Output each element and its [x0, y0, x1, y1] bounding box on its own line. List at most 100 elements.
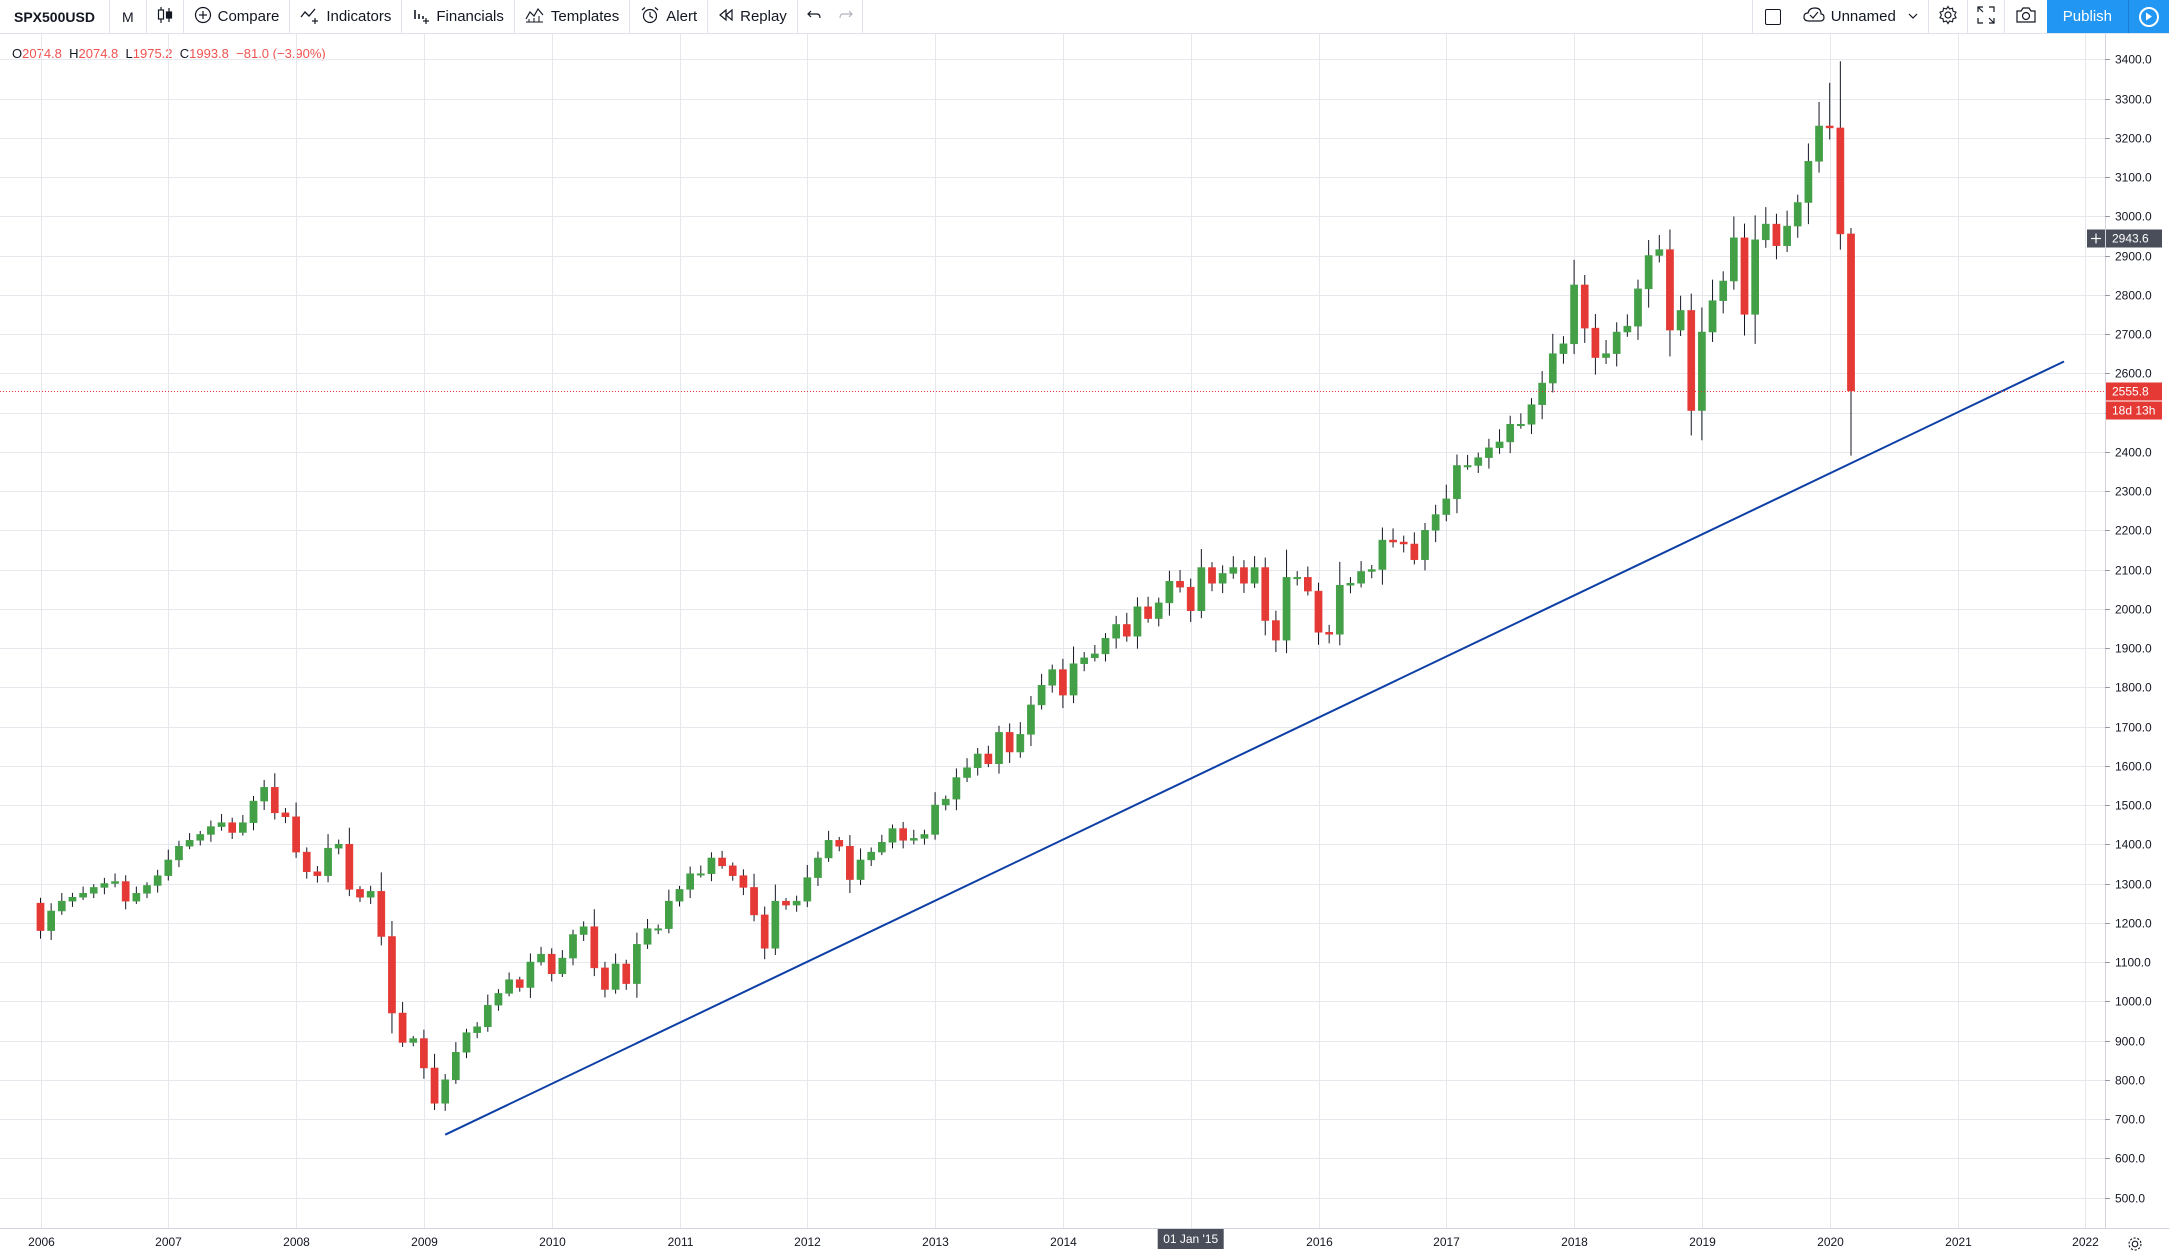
candle-down	[1666, 249, 1674, 331]
financials-button[interactable]: Financials	[402, 0, 515, 33]
candle-up	[1751, 239, 1760, 315]
alarm-clock-icon	[640, 6, 660, 27]
candle-down	[302, 851, 311, 872]
layout-menu-button[interactable]: Unnamed	[1793, 0, 1928, 33]
price-tick-label: 1200.0	[2115, 917, 2152, 931]
candle-up	[1197, 567, 1206, 611]
countdown-badge-text: 18d 13h	[2112, 404, 2155, 418]
ohlc-legend: O2074.8 H2074.8 L1975.2 C1993.8 −81.0 (−…	[12, 46, 326, 61]
trendline[interactable]	[444, 360, 2065, 1136]
indicators-button[interactable]: Indicators	[290, 0, 403, 33]
redo-icon	[838, 8, 854, 25]
symbol-label: SPX500USD	[14, 8, 95, 25]
select-all-toggle[interactable]	[1751, 0, 1793, 33]
candle-up	[1037, 685, 1046, 706]
candle-up	[686, 873, 694, 890]
price-tick-label: 2000.0	[2115, 603, 2152, 617]
candle-up	[558, 957, 567, 975]
change-value: −81.0 (−3.90%)	[236, 46, 326, 61]
replay-button[interactable]: Replay	[708, 0, 798, 33]
candle-up	[856, 859, 865, 880]
candle-down	[377, 891, 386, 937]
candle-up	[1293, 577, 1302, 580]
time-tick-label: 2019	[1689, 1235, 1716, 1249]
candle-up	[1548, 353, 1557, 384]
candle-up	[1783, 225, 1791, 246]
candle-up	[111, 881, 119, 884]
open-value: 2074.8	[22, 46, 62, 61]
symbol-search-button[interactable]: SPX500USD	[0, 0, 110, 33]
candle-up	[1112, 624, 1121, 639]
price-tick-label: 1800.0	[2115, 681, 2152, 695]
candle-up	[1048, 669, 1057, 686]
candle-up	[1708, 300, 1717, 333]
candle-up	[1463, 465, 1472, 468]
fullscreen-button[interactable]	[1966, 0, 2004, 33]
time-tick-label: 2011	[668, 1235, 694, 1249]
crosshair-time-badge-text: 01 Jan '15	[1163, 1232, 1218, 1246]
alert-button[interactable]: Alert	[630, 0, 709, 33]
chart-type-button[interactable]	[147, 0, 184, 33]
candle-up	[1367, 569, 1376, 572]
candle-down	[1740, 237, 1749, 315]
price-tick-label: 1000.0	[2115, 995, 2152, 1009]
snapshot-button[interactable]	[2003, 0, 2047, 33]
top-toolbar: SPX500USD M Compare Indicators Financial…	[0, 0, 2169, 34]
gear-teeth	[2128, 1237, 2142, 1251]
compare-button[interactable]: Compare	[184, 0, 291, 33]
candle-up	[1527, 404, 1536, 425]
publish-button[interactable]: Publish	[2046, 0, 2128, 33]
candle-down	[984, 753, 993, 765]
candle-up	[260, 787, 268, 802]
time-tick-label: 2018	[1561, 1235, 1588, 1249]
crosshair-plus-icon[interactable]	[2087, 229, 2105, 248]
candle-up	[1229, 567, 1238, 574]
interval-label: M	[121, 8, 134, 25]
interval-button[interactable]: M	[110, 0, 147, 33]
candle-up	[100, 883, 109, 888]
price-tick-label: 3000.0	[2115, 210, 2152, 224]
candle-up	[1218, 573, 1227, 584]
undo-button[interactable]	[798, 0, 830, 33]
candle-down	[1836, 127, 1845, 235]
candle-up	[79, 893, 87, 898]
price-chart[interactable]: 3400.0 3300.0 3200.0 3100.0 3000.0 2900.0 2800…	[0, 34, 2169, 1259]
candle-up	[1154, 602, 1163, 619]
candle-up	[164, 859, 173, 876]
candle-up	[1357, 571, 1365, 584]
candle-down	[1059, 669, 1067, 696]
candle-up	[963, 767, 971, 778]
candle-up	[888, 828, 897, 843]
crosshair-price-badge: 2943.6	[2106, 229, 2162, 248]
axis-settings-gear-icon[interactable]	[2128, 1237, 2142, 1251]
candle-up	[814, 857, 822, 878]
candle-down	[281, 812, 290, 818]
rewind-icon	[718, 8, 734, 25]
candle-down	[228, 822, 237, 833]
candle-up	[707, 857, 716, 874]
time-tick-label: 2014	[1050, 1235, 1077, 1249]
low-key: L	[125, 46, 133, 61]
candle-down	[313, 871, 322, 876]
price-tick-label: 2700.0	[2115, 328, 2152, 342]
publish-video-button[interactable]	[2128, 0, 2169, 33]
candle-down	[1144, 606, 1152, 619]
candle-up	[324, 847, 332, 876]
candle-down	[1240, 567, 1248, 584]
candle-down	[782, 900, 790, 906]
candle-up	[175, 845, 183, 861]
templates-button[interactable]: Templates	[515, 0, 631, 33]
candle-down	[36, 902, 45, 931]
redo-button[interactable]	[830, 0, 863, 33]
candles	[36, 61, 1855, 1111]
candle-down	[547, 953, 556, 975]
grid	[0, 34, 2105, 1228]
candle-down	[1580, 284, 1589, 329]
candle-up	[1655, 249, 1664, 256]
crosshair-time-badge: 01 Jan '15	[1157, 1229, 1224, 1249]
candle-up	[473, 1026, 481, 1033]
candle-up	[1570, 284, 1578, 345]
candle-up	[995, 732, 1003, 765]
settings-button[interactable]	[1927, 0, 1967, 33]
time-tick-label: 2017	[1433, 1235, 1460, 1249]
